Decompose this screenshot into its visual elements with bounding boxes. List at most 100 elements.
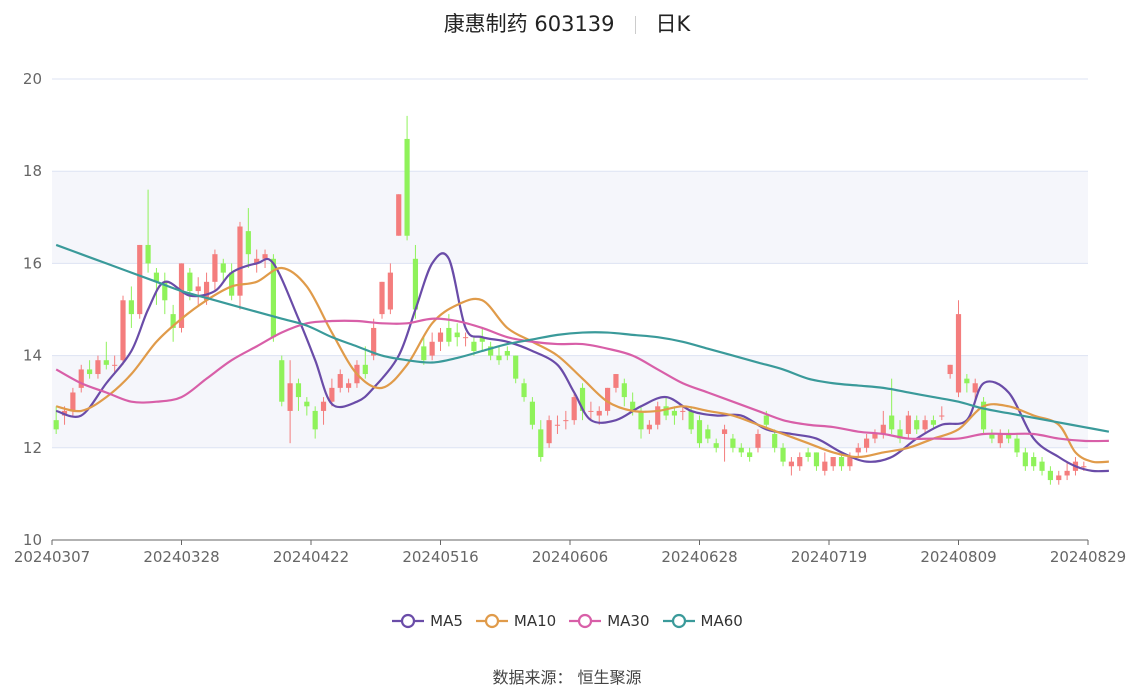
candle-body (178, 263, 185, 328)
candle-body (613, 374, 619, 388)
candle-body (53, 420, 59, 430)
legend-item-ma30[interactable]: MA30 (568, 612, 650, 630)
candle-body (237, 226, 243, 296)
candle-body (638, 410, 644, 430)
candle-body (721, 429, 728, 434)
candle-body (922, 420, 928, 430)
candle-body (254, 258, 260, 264)
legend-symbol (569, 613, 602, 629)
candle-body (538, 429, 544, 458)
candle-body (797, 457, 803, 467)
x-tick-label: 20240829 (1050, 548, 1126, 566)
title-separator (634, 16, 636, 34)
candle-body (972, 383, 978, 393)
candle-body (989, 433, 995, 439)
candle-body (270, 258, 276, 338)
candle-body (780, 447, 786, 462)
candle-body (939, 415, 945, 417)
candle-body (404, 138, 410, 236)
candle-body (513, 355, 519, 379)
candle-body (596, 410, 602, 416)
candle-body (646, 424, 652, 430)
candle-body (805, 452, 811, 458)
candle-body (203, 281, 210, 301)
candle-body (747, 452, 753, 458)
candle-body (346, 383, 352, 388)
x-tick-label: 20240516 (402, 548, 478, 566)
candle-body (947, 364, 953, 375)
candle-body (980, 401, 987, 430)
candle-body (212, 254, 218, 282)
legend-item-ma5[interactable]: MA5 (391, 612, 463, 630)
candle-body (462, 337, 469, 339)
candle-body (454, 332, 460, 338)
chart-legend: MA5 MA10 MA30 MA60 (0, 612, 1134, 634)
legend-label: MA5 (430, 612, 463, 630)
candle-body (87, 369, 93, 375)
x-tick-label: 20240628 (661, 548, 737, 566)
x-tick-label: 20240307 (14, 548, 90, 566)
candle-body (554, 424, 561, 426)
candle-body (337, 374, 343, 388)
candle-body (220, 263, 226, 273)
candle-body (1006, 433, 1012, 439)
candle-body (379, 281, 385, 315)
candle-body (387, 272, 393, 310)
candle-body (621, 383, 627, 398)
legend-label: MA60 (700, 612, 743, 630)
x-tick-label: 20240809 (920, 548, 996, 566)
candle-body (1047, 470, 1053, 481)
candle-body (112, 364, 118, 366)
candle-body (955, 314, 962, 393)
candle-body (696, 420, 703, 444)
candle-body (579, 387, 586, 411)
candle-body (1039, 461, 1045, 471)
kline-chart: 10 12 14 16 18 20 20240307 20240328 20240422 2024… (14, 70, 1126, 566)
candle-body (320, 401, 327, 411)
candle-body (362, 364, 368, 375)
x-tick-label: 20240719 (791, 548, 867, 566)
candle-body (421, 346, 427, 361)
candle-body (997, 433, 1003, 444)
candle-body (905, 415, 911, 434)
candle-body (964, 378, 970, 384)
y-tick-label: 18 (23, 162, 42, 180)
candle-body (671, 410, 678, 416)
legend-symbol (662, 613, 695, 629)
candle-body (471, 341, 477, 351)
candle-body (329, 387, 335, 402)
x-tick-label: 20240328 (143, 548, 219, 566)
legend-label: MA30 (607, 612, 650, 630)
legend-item-ma60[interactable]: MA60 (662, 612, 743, 630)
candle-body (521, 383, 527, 398)
candle-body (287, 383, 293, 411)
x-tick-label: 20240606 (532, 548, 608, 566)
candle-body (571, 397, 577, 421)
candle-body (396, 194, 402, 236)
period-label: 日K (655, 12, 691, 36)
y-tick-label: 14 (23, 347, 42, 365)
candle-body (128, 300, 134, 315)
candle-body (1031, 457, 1037, 467)
candle-body (446, 327, 452, 342)
candle-body (95, 360, 101, 375)
candle-body (1081, 466, 1087, 468)
candle-body (195, 286, 201, 292)
candle-body (312, 410, 318, 430)
stock-name-code: 康惠制药 603139 (443, 12, 615, 36)
candle-body (1014, 438, 1020, 453)
grid-band (52, 355, 1088, 448)
candle-body (437, 332, 444, 342)
candle-body (880, 424, 886, 434)
candle-body (304, 401, 310, 407)
candle-body (872, 433, 878, 439)
series-line-ma5 (55, 252, 1109, 473)
candle-body (822, 461, 828, 471)
candle-body (162, 281, 168, 301)
legend-symbol (392, 613, 425, 629)
legend-item-ma10[interactable]: MA10 (475, 612, 556, 630)
candle-body (713, 443, 719, 448)
x-tick-label: 20240422 (273, 548, 349, 566)
candle-body (855, 447, 861, 453)
series-line-ma30 (55, 317, 1109, 443)
